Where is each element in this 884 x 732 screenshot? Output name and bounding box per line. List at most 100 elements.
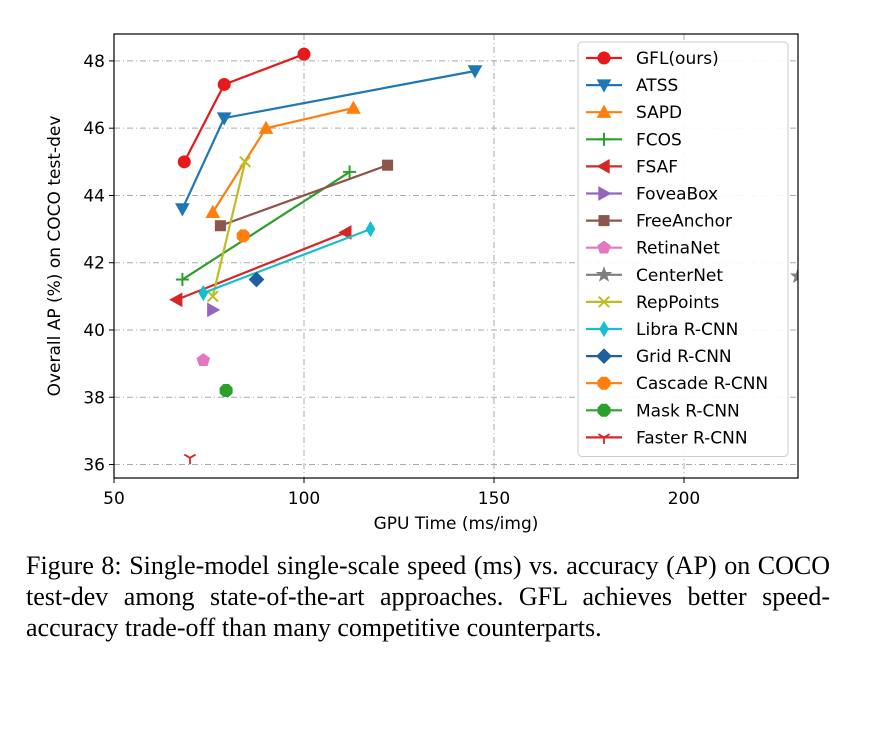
- legend-label: Libra R-CNN: [636, 320, 738, 340]
- legend-swatch-marker: [597, 403, 611, 417]
- legend: GFL(ours) ATSS SAPD FCOS FSAF FoveaBox FreeAnc…: [577, 41, 789, 457]
- series-fsaf: [169, 225, 352, 308]
- x-axis-label: GPU Time (ms/img): [374, 514, 539, 534]
- legend-label: Faster R-CNN: [636, 428, 748, 448]
- legend-label: FSAF: [636, 157, 678, 177]
- legend-item-foveabox: FoveaBox: [586, 185, 718, 205]
- legend-item-libra-r-cnn: Libra R-CNN: [586, 320, 738, 340]
- x-tick-label: 100: [288, 489, 320, 509]
- legend-swatch-marker: [598, 295, 610, 308]
- series-sapd: [205, 100, 361, 218]
- legend-label: FCOS: [636, 130, 682, 150]
- legend-swatch-marker: [596, 159, 610, 174]
- legend-swatch-marker: [598, 215, 610, 227]
- sapd-point: [205, 204, 221, 218]
- series-gfl-ours: [177, 47, 311, 169]
- legend-box: [577, 41, 789, 457]
- fcos-point: [343, 165, 357, 179]
- legend-label: RetinaNet: [636, 239, 720, 259]
- gfl-ours-point: [177, 155, 191, 169]
- y-tick-label: 44: [83, 186, 105, 206]
- plot-frame: [113, 33, 799, 479]
- atss-point: [467, 65, 483, 79]
- gfl-ours-line: [183, 53, 305, 163]
- series-cascade-r-cnn: [236, 229, 250, 243]
- series-libra-r-cnn: [198, 220, 376, 302]
- y-tick-label: 46: [83, 119, 105, 139]
- legend-swatch-marker: [596, 348, 612, 364]
- speed-accuracy-chart: 50 100 150 200 36 38 40 42 44 46 48 GPU Time (ms/i…: [45, 33, 799, 534]
- atss-line: [181, 69, 476, 210]
- legend-item-grid-r-cnn: Grid R-CNN: [586, 347, 732, 367]
- sapd-point: [346, 100, 361, 114]
- sapd-point: [258, 120, 274, 134]
- series-freeanchor: [214, 159, 394, 232]
- y-tick-label: 38: [83, 388, 105, 408]
- legend-item-freeanchor: FreeAnchor: [586, 212, 732, 232]
- series-grid-r-cnn: [248, 271, 265, 288]
- series-atss: [175, 65, 483, 217]
- reppoints-point: [239, 155, 252, 168]
- x-tick-label: 50: [103, 489, 125, 509]
- x-tick-label: 150: [478, 489, 510, 509]
- libra-r-cnn-point: [198, 284, 209, 302]
- legend-swatch-marker: [597, 433, 611, 444]
- legend-label: Grid R-CNN: [636, 347, 732, 367]
- legend-swatch-marker: [599, 320, 609, 338]
- legend-swatch-marker: [597, 51, 611, 65]
- fcos-point: [175, 273, 189, 287]
- legend-swatch-marker: [597, 376, 611, 390]
- y-tick-label: 48: [83, 52, 105, 72]
- mask-r-cnn-point: [219, 384, 233, 398]
- legend-label: GFL(ours): [636, 49, 719, 69]
- legend-label: Mask R-CNN: [636, 401, 740, 421]
- cascade-r-cnn-point: [236, 229, 250, 243]
- legend-label: SAPD: [636, 103, 682, 123]
- legend-item-gfl-ours: GFL(ours): [586, 49, 719, 69]
- legend-item-mask-r-cnn: Mask R-CNN: [586, 401, 740, 421]
- retinanet-point: [196, 353, 211, 367]
- libra-r-cnn-point: [365, 220, 376, 238]
- y-tick-label: 42: [83, 254, 105, 274]
- y-tick-label: 40: [83, 321, 105, 341]
- series-foveabox: [207, 302, 221, 318]
- centernet-point: [789, 267, 798, 284]
- series-mask-r-cnn: [219, 384, 233, 398]
- series-reppoints: [206, 155, 252, 303]
- freeanchor-line: [220, 164, 388, 227]
- y-axis-label: Overall AP (%) on COCO test-dev: [45, 116, 65, 397]
- gfl-ours-point: [297, 47, 311, 61]
- legend-swatch-marker: [597, 240, 611, 254]
- legend-swatch-marker: [595, 266, 613, 282]
- grid-layer: [113, 34, 798, 478]
- legend-item-faster-r-cnn: Faster R-CNN: [586, 428, 748, 448]
- legend-label: ATSS: [636, 76, 678, 96]
- series-faster-r-cnn: [183, 453, 197, 465]
- reppoints-point: [206, 290, 219, 303]
- legend-item-cascade-r-cnn: Cascade R-CNN: [586, 374, 768, 394]
- sapd-line: [211, 106, 354, 213]
- series-layer: [169, 47, 798, 465]
- x-tick-label: 200: [668, 489, 700, 509]
- foveabox-point: [207, 302, 221, 318]
- libra-r-cnn-line: [202, 228, 371, 295]
- series-retinanet: [196, 353, 211, 367]
- legend-label: RepPoints: [636, 293, 720, 313]
- faster-r-cnn-point: [183, 453, 197, 465]
- figure-caption: Figure 8: Single-model single-scale spee…: [26, 551, 830, 642]
- legend-item-reppoints: RepPoints: [586, 293, 720, 313]
- freeanchor-point: [214, 220, 226, 232]
- legend-item-atss: ATSS: [586, 76, 678, 96]
- legend-label: FoveaBox: [636, 185, 718, 205]
- y-tick-label: 36: [83, 456, 105, 476]
- grid-r-cnn-point: [248, 271, 265, 288]
- legend-label: Cascade R-CNN: [636, 374, 768, 394]
- legend-item-retinanet: RetinaNet: [586, 239, 720, 259]
- atss-point: [216, 112, 232, 126]
- legend-label: CenterNet: [636, 266, 723, 286]
- fsaf-point: [338, 225, 352, 240]
- gfl-ours-point: [217, 77, 231, 91]
- legend-item-fcos: FCOS: [586, 130, 682, 150]
- tick-layer: 50 100 150 200 36 38 40 42 44 46 48: [83, 52, 700, 509]
- legend-swatch-marker: [596, 104, 612, 118]
